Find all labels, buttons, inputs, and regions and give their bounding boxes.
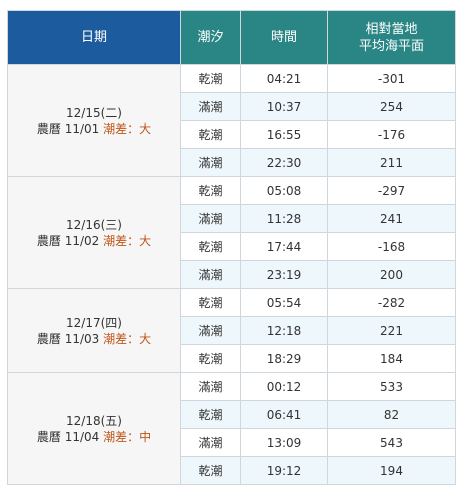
- lunar-date: 11/02: [64, 233, 100, 248]
- lunar-date: 11/03: [64, 331, 100, 346]
- tide-type-cell: 乾潮: [180, 456, 241, 485]
- level-cell: -168: [327, 232, 456, 261]
- solar-date: 12/15(二): [66, 105, 122, 120]
- level-cell: 543: [327, 428, 456, 457]
- level-cell: 82: [327, 400, 456, 429]
- table-row: 乾潮 16:55 -176: [8, 120, 456, 149]
- solar-date: 12/16(三): [66, 217, 122, 232]
- header-date: 日期: [7, 10, 181, 65]
- level-cell: 194: [327, 456, 456, 485]
- level-cell: -301: [327, 64, 456, 93]
- lunar-date: 11/04: [64, 429, 100, 444]
- table-row: 滿潮 13:09 543: [8, 428, 456, 457]
- tide-type-cell: 乾潮: [180, 120, 241, 149]
- level-cell: 254: [327, 92, 456, 121]
- tide-type-cell: 乾潮: [180, 232, 241, 261]
- lunar-date: 11/01: [64, 121, 100, 136]
- tide-type-cell: 乾潮: [180, 344, 241, 373]
- level-cell: -282: [327, 288, 456, 317]
- table-row: 乾潮 17:44 -168: [8, 232, 456, 261]
- time-cell: 06:41: [240, 400, 328, 429]
- time-cell: 05:54: [240, 288, 328, 317]
- table-row: 滿潮 12:18 221: [8, 316, 456, 345]
- time-cell: 23:19: [240, 260, 328, 289]
- tide-type-cell: 滿潮: [180, 204, 241, 233]
- solar-date: 12/17(四): [66, 315, 122, 330]
- tide-table-body: 12/15(二) 農曆 11/01 潮差：大 乾潮 04:21 -301 滿潮 …: [7, 64, 456, 485]
- header-time: 時間: [240, 10, 328, 65]
- date-cell: 12/17(四) 農曆 11/03 潮差：大: [7, 288, 181, 373]
- time-cell: 11:28: [240, 204, 328, 233]
- table-header-row: 日期 潮汐 時間 相對當地 平均海平面: [7, 10, 456, 65]
- tide-type-cell: 滿潮: [180, 92, 241, 121]
- level-cell: 533: [327, 372, 456, 401]
- time-cell: 04:21: [240, 64, 328, 93]
- table-row: 12/16(三) 農曆 11/02 潮差：大 乾潮 05:08 -297: [7, 176, 456, 289]
- date-cell: 12/18(五) 農曆 11/04 潮差：中: [7, 372, 181, 485]
- table-row: 乾潮 18:29 184: [8, 344, 456, 373]
- time-cell: 00:12: [240, 372, 328, 401]
- tide-type-cell: 乾潮: [180, 400, 241, 429]
- tide-table: 日期 潮汐 時間 相對當地 平均海平面 12/15(二) 農曆 11/01 潮差…: [7, 10, 456, 485]
- tide-range-label: 潮差：大: [103, 331, 152, 346]
- header-level: 相對當地 平均海平面: [327, 10, 456, 65]
- time-cell: 17:44: [240, 232, 328, 261]
- tide-type-cell: 乾潮: [180, 64, 241, 93]
- tide-range-label: 潮差：大: [103, 121, 152, 136]
- tide-type-cell: 滿潮: [180, 372, 241, 401]
- lunar-label: 農曆: [36, 331, 61, 346]
- lunar-label: 農曆: [36, 121, 61, 136]
- tide-type-cell: 滿潮: [180, 428, 241, 457]
- table-row: 滿潮 11:28 241: [8, 204, 456, 233]
- date-cell: 12/16(三) 農曆 11/02 潮差：大: [7, 176, 181, 289]
- time-cell: 19:12: [240, 456, 328, 485]
- table-row: 乾潮 19:12 194: [8, 456, 456, 485]
- tide-type-cell: 滿潮: [180, 260, 241, 289]
- level-cell: 241: [327, 204, 456, 233]
- time-cell: 05:08: [240, 176, 328, 205]
- header-level-line2: 平均海平面: [358, 38, 424, 54]
- tide-type-cell: 乾潮: [180, 176, 241, 205]
- time-cell: 22:30: [240, 148, 328, 177]
- time-cell: 13:09: [240, 428, 328, 457]
- lunar-label: 農曆: [36, 429, 61, 444]
- level-cell: 184: [327, 344, 456, 373]
- time-cell: 12:18: [240, 316, 328, 345]
- date-cell: 12/15(二) 農曆 11/01 潮差：大: [7, 64, 181, 177]
- header-tide: 潮汐: [180, 10, 241, 65]
- level-cell: 200: [327, 260, 456, 289]
- solar-date: 12/18(五): [66, 413, 122, 428]
- tide-type-cell: 滿潮: [180, 316, 241, 345]
- tide-range-label: 潮差：中: [103, 429, 152, 444]
- table-row: 12/18(五) 農曆 11/04 潮差：中 滿潮 00:12 533: [7, 372, 456, 485]
- time-cell: 16:55: [240, 120, 328, 149]
- level-cell: -176: [327, 120, 456, 149]
- tide-table-container: 日期 潮汐 時間 相對當地 平均海平面 12/15(二) 農曆 11/01 潮差…: [7, 10, 456, 485]
- tide-type-cell: 滿潮: [180, 148, 241, 177]
- level-cell: 211: [327, 148, 456, 177]
- level-cell: 221: [327, 316, 456, 345]
- table-row: 滿潮 22:30 211: [8, 148, 456, 177]
- lunar-label: 農曆: [36, 233, 61, 248]
- table-row: 乾潮 06:41 82: [8, 400, 456, 429]
- tide-range-label: 潮差：大: [103, 233, 152, 248]
- tide-type-cell: 乾潮: [180, 288, 241, 317]
- table-row: 滿潮 10:37 254: [8, 92, 456, 121]
- table-row: 12/17(四) 農曆 11/03 潮差：大 乾潮 05:54 -282: [7, 288, 456, 373]
- time-cell: 10:37: [240, 92, 328, 121]
- table-row: 12/15(二) 農曆 11/01 潮差：大 乾潮 04:21 -301: [7, 64, 456, 177]
- level-cell: -297: [327, 176, 456, 205]
- time-cell: 18:29: [240, 344, 328, 373]
- header-level-line1: 相對當地: [365, 21, 418, 37]
